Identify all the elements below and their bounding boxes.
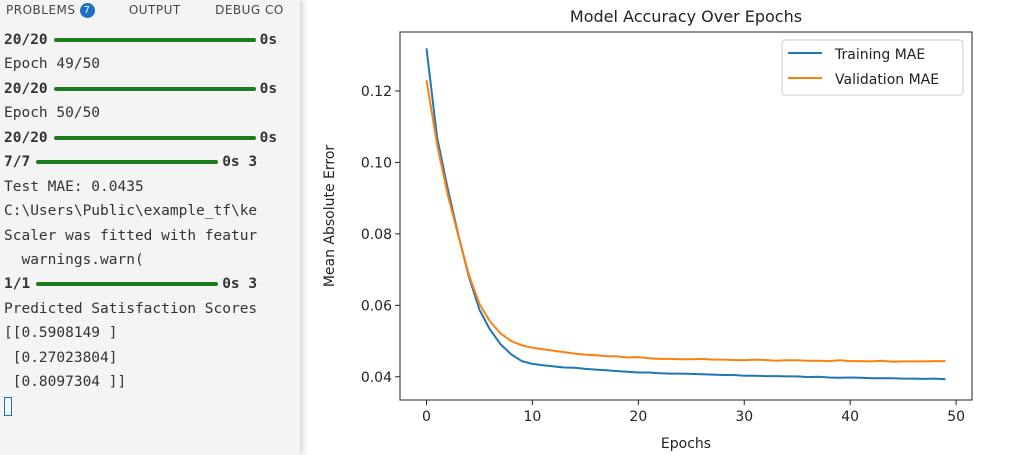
x-axis-label: Epochs [661,436,711,452]
progress-bar [53,135,256,140]
y-tick-label: 0.08 [361,227,392,243]
x-tick-label: 20 [629,409,647,425]
progress-step: 20/20 [4,129,48,146]
progress-step: 20/20 [4,80,48,97]
terminal-line: warnings.warn( [4,251,144,268]
legend: Training MAE Validation MAE [781,39,964,96]
progress-bar [53,86,256,91]
mae-chart: Model Accuracy Over Epochs Epochs Mean A… [322,7,973,452]
axes-frame [399,31,973,401]
terminal-line: [[0.5908149 ] [4,325,118,342]
progress-bar [36,282,219,287]
y-tick-label: 0.12 [361,84,392,100]
progress-step: 20/20 [4,32,48,48]
progress-time: 0s 3 [222,154,258,171]
terminal-output: 20/20 0s Epoch 49/50 20/20 0s Epoch 50/50 20/2… [4,28,277,419]
tab-debug-console[interactable]: DEBUG CO [215,3,284,17]
progress-step: 1/1 [4,276,31,293]
terminal-line: C:\Users\Public\example_tf\ke [4,203,258,220]
terminal-line: 1/1 0s 3 [4,272,277,296]
terminal-line: 20/20 0s [4,126,277,150]
x-tick-label: 0 [422,409,431,425]
progress-step: 7/7 [4,154,31,171]
progress-time: 0s [259,80,278,97]
y-tick-label: 0.10 [361,155,392,171]
progress-bar [36,160,219,165]
problems-count-badge: 7 [79,3,95,18]
x-tick-label: 10 [523,409,541,425]
axis-ticks: 0 10 20 30 40 50 0.04 0.06 0.08 0.10 0.12 [361,84,965,425]
legend-box [781,39,964,96]
panel-tabs: PROBLEMS 7 OUTPUT DEBUG CO [6,2,300,19]
y-tick-label: 0.06 [361,298,392,314]
training-mae-line [425,48,946,381]
terminal-line: 20/20 0s [4,77,277,101]
terminal-line: Epoch 49/50 [4,56,101,73]
terminal-line: [0.8097304 ]] [4,374,127,391]
x-tick-label: 30 [735,409,753,425]
legend-label-validation: Validation MAE [835,72,939,88]
terminal-line: 20/20 0s [4,28,277,52]
chart-title: Model Accuracy Over Epochs [570,7,802,26]
terminal-line: Scaler was fitted with featur [4,227,258,244]
x-tick-label: 40 [841,409,859,425]
terminal-line: Test MAE: 0.0435 [4,178,144,195]
tab-output[interactable]: OUTPUT [128,3,181,17]
tab-problems-label: PROBLEMS [6,3,76,17]
y-tick-label: 0.04 [361,370,392,386]
terminal-line: Predicted Satisfaction Scores [4,300,258,317]
legend-label-training: Training MAE [834,47,925,63]
y-axis-label: Mean Absolute Error [322,145,338,288]
terminal-cursor[interactable] [4,397,12,417]
terminal-panel[interactable]: PROBLEMS 7 OUTPUT DEBUG CO 20/20 0s Epoch 4… [0,0,300,455]
progress-time: 0s [259,32,278,48]
terminal-line: [0.27023804] [4,349,118,366]
series-lines [425,48,946,381]
progress-time: 0s 3 [222,276,258,293]
validation-mae-line [425,80,946,363]
terminal-line: Epoch 50/50 [4,105,101,122]
progress-time: 0s [259,129,278,146]
x-tick-label: 50 [947,409,965,425]
progress-bar [53,38,256,42]
tab-problems[interactable]: PROBLEMS 7 [6,3,95,18]
terminal-line [4,395,277,419]
terminal-line: 7/7 0s 3 [4,150,277,174]
